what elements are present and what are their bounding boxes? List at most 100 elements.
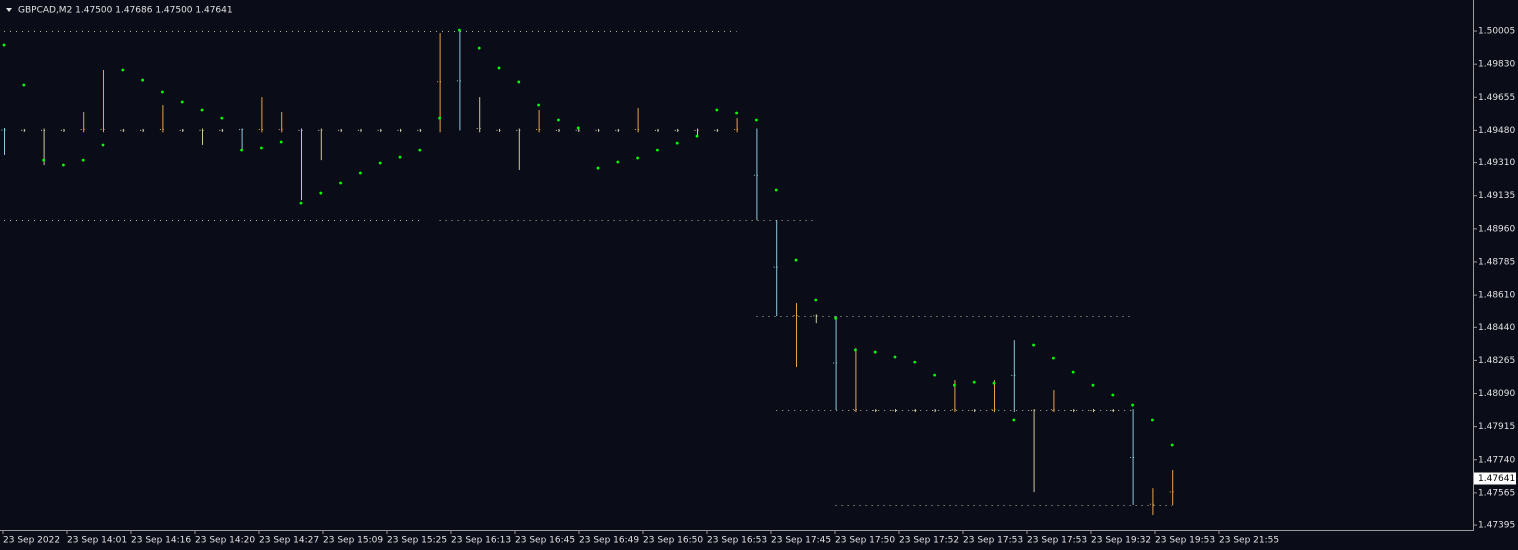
sar-dot <box>735 111 738 115</box>
price-tag <box>1474 472 1516 485</box>
x-tick-label: 23 Sep 16:13 <box>451 536 511 546</box>
sar-dot <box>596 166 600 170</box>
sar-dot <box>675 141 679 145</box>
sar-dot <box>180 100 184 104</box>
y-tick-label: 1.50005 <box>1478 27 1515 37</box>
sar-dot <box>913 360 917 364</box>
sar-dot <box>517 80 521 84</box>
sar-dot <box>458 28 461 32</box>
sar-dot <box>1151 418 1154 422</box>
x-tick-label: 23 Sep 17:50 <box>835 536 895 546</box>
x-tick-label: 23 Sep 19:32 <box>1091 536 1151 546</box>
x-tick-label: 23 Sep 17:53 <box>1027 536 1087 546</box>
sar-dot <box>62 163 65 167</box>
sar-dot <box>1012 418 1016 422</box>
x-tick-label: 23 Sep 14:20 <box>195 536 255 546</box>
sar-dot <box>42 158 45 162</box>
y-tick-label: 1.47740 <box>1478 455 1515 465</box>
sar-dot <box>854 348 857 352</box>
sar-dot <box>260 146 263 150</box>
sar-dot <box>774 188 778 192</box>
sar-dot <box>537 103 540 107</box>
x-tick-label: 23 Sep 21:55 <box>1219 536 1279 546</box>
x-tick-label: 23 Sep 16:53 <box>707 536 767 546</box>
sar-dot <box>2 43 6 47</box>
chart-title: GBPCAD,M2 1.47500 1.47686 1.47500 1.4764… <box>18 6 233 16</box>
y-tick-label: 1.47915 <box>1478 422 1515 432</box>
sar-dot <box>715 108 719 112</box>
sar-dot <box>576 126 580 130</box>
sar-dot <box>794 258 798 262</box>
menu-arrow[interactable] <box>6 8 12 12</box>
sar-dot <box>141 78 145 82</box>
y-tick-label: 1.49135 <box>1478 191 1515 201</box>
sar-dot <box>992 381 996 385</box>
x-tick-label: 23 Sep 17:45 <box>771 536 831 546</box>
sar-dot <box>557 118 560 122</box>
sar-dot <box>953 383 956 387</box>
sar-dot <box>299 201 303 205</box>
sar-dot <box>873 350 877 354</box>
sar-dot <box>339 181 342 185</box>
sar-dot <box>477 46 481 50</box>
sar-dot <box>1170 443 1174 447</box>
sar-dot <box>220 116 224 120</box>
price-tag-label: 1.47641 <box>1478 474 1515 484</box>
sar-dot <box>161 90 164 94</box>
x-tick-label: 23 Sep 15:09 <box>323 536 383 546</box>
sar-dot <box>81 158 85 162</box>
sar-dot <box>1091 383 1095 387</box>
sar-dot <box>319 191 323 195</box>
sar-dot <box>121 68 125 72</box>
sar-dot <box>834 316 837 320</box>
sar-dot <box>398 155 402 159</box>
sar-dot <box>378 161 382 165</box>
x-tick-label: 23 Sep 14:16 <box>131 536 191 546</box>
sar-dot <box>101 143 105 147</box>
x-tick-label: 23 Sep 16:45 <box>515 536 575 546</box>
y-tick-label: 1.48610 <box>1478 291 1515 301</box>
sar-dot <box>1071 370 1075 374</box>
sar-dot <box>933 373 936 377</box>
sar-dot <box>240 148 244 152</box>
sar-dot <box>616 160 620 164</box>
sar-dot <box>1052 356 1055 360</box>
sar-dot <box>1032 343 1035 347</box>
sar-dot <box>814 298 818 302</box>
y-tick-label: 1.48785 <box>1478 257 1515 267</box>
sar-dot <box>656 148 659 152</box>
x-tick-label: 23 Sep 14:27 <box>259 536 319 546</box>
sar-dot <box>22 83 26 87</box>
x-tick-label: 23 Sep 17:52 <box>899 536 959 546</box>
sar-dot <box>1131 403 1134 407</box>
x-tick-label: 23 Sep 15:25 <box>387 536 447 546</box>
sar-dot <box>695 134 699 138</box>
y-tick-label: 1.48090 <box>1478 389 1515 399</box>
y-tick-label: 1.48440 <box>1478 323 1515 333</box>
y-tick-label: 1.48960 <box>1478 224 1515 234</box>
x-tick-label: 23 Sep 2022 <box>3 536 60 546</box>
x-tick-label: 23 Sep 16:49 <box>579 536 639 546</box>
sar-dot <box>418 148 422 152</box>
sar-dot <box>1111 393 1115 397</box>
x-tick-label: 23 Sep 17:53 <box>963 536 1023 546</box>
y-tick-label: 1.48265 <box>1478 356 1515 366</box>
y-tick-label: 1.49480 <box>1478 126 1515 136</box>
y-tick-label: 1.49830 <box>1478 60 1515 70</box>
sar-dot <box>279 140 283 144</box>
sar-dot <box>359 171 362 175</box>
sar-dot <box>755 118 758 122</box>
x-tick-label: 23 Sep 14:01 <box>67 536 127 546</box>
sar-dot <box>200 108 204 112</box>
sar-dot <box>972 380 976 384</box>
y-tick-label: 1.47395 <box>1478 521 1515 531</box>
y-tick-label: 1.47565 <box>1478 488 1515 498</box>
sar-dot <box>893 355 897 359</box>
x-tick-label: 23 Sep 16:50 <box>643 536 703 546</box>
sar-dot <box>438 116 441 120</box>
y-tick-label: 1.49655 <box>1478 93 1515 103</box>
sar-dot <box>497 66 501 70</box>
